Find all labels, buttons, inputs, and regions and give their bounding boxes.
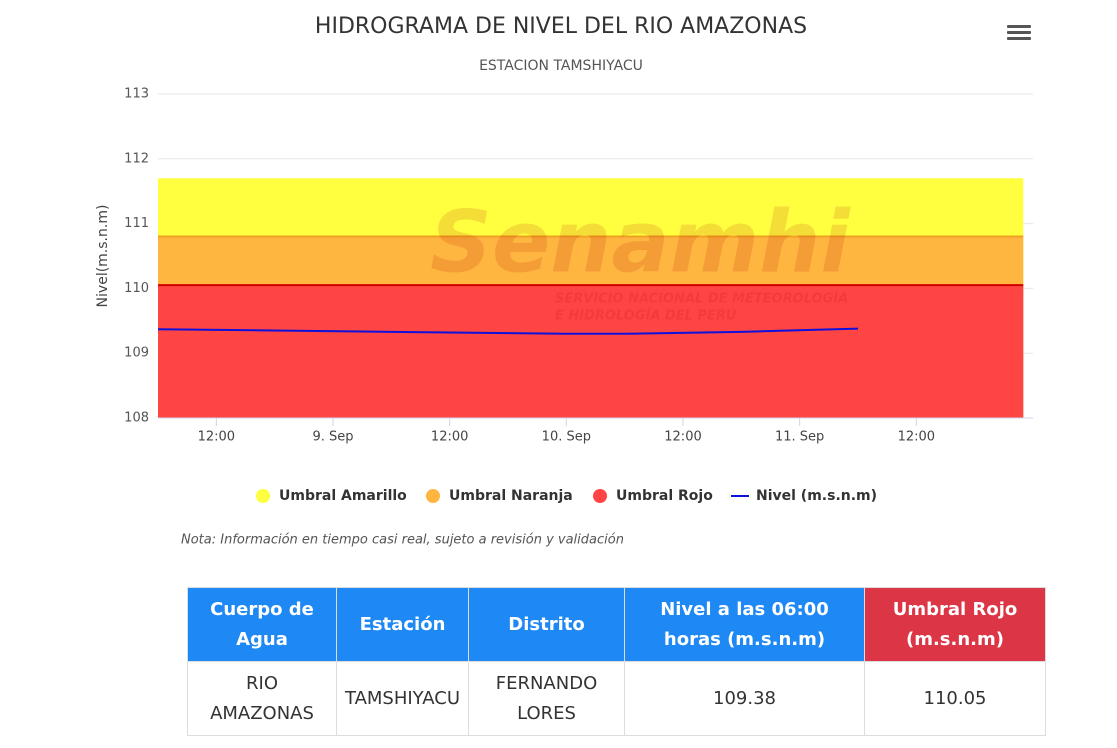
threshold-area: [158, 285, 1024, 418]
cell: 110.05: [864, 661, 1046, 736]
x-tick-label: 12:00: [431, 430, 468, 445]
legend-item[interactable]: Umbral Naranja: [426, 488, 573, 504]
legend-label: Umbral Naranja: [449, 488, 573, 504]
legend-item[interactable]: Umbral Rojo: [593, 488, 713, 504]
x-tick-label: 10. Sep: [542, 430, 591, 445]
chart-subtitle: ESTACION TAMSHIYACU: [479, 58, 643, 74]
x-tick-label: 12:00: [664, 430, 701, 445]
header-cell: Nivel a las 06:00 horas (m.s.n.m): [624, 587, 865, 662]
y-tick-label: 111: [124, 216, 149, 231]
y-tick-label: 112: [124, 151, 149, 166]
legend-label: Umbral Rojo: [616, 488, 713, 504]
header-cell: Estación: [336, 587, 469, 662]
x-tick-label: 12:00: [198, 430, 235, 445]
legend-label: Nivel (m.s.n.m): [756, 488, 877, 504]
header-cell: Distrito: [468, 587, 625, 662]
y-tick-label: 108: [124, 411, 149, 426]
chart-title: HIDROGRAMA DE NIVEL DEL RIO AMAZONAS: [315, 14, 807, 39]
chart: HIDROGRAMA DE NIVEL DEL RIO AMAZONAS EST…: [95, 14, 1033, 548]
watermark-name: Senamhi: [430, 192, 851, 292]
x-tick-label: 12:00: [898, 430, 935, 445]
data-table: Cuerpo de Agua Estación Distrito Nivel a…: [187, 587, 1046, 736]
legend-symbol: [256, 489, 270, 503]
watermark-line: SERVICIO NACIONAL DE METEOROLOGÍA: [555, 291, 848, 307]
legend-label: Umbral Amarillo: [279, 488, 407, 504]
cell: TAMSHIYACU: [336, 661, 469, 736]
cell: FERNANDO LORES: [468, 661, 625, 736]
legend-symbol: [426, 489, 440, 503]
y-tick-label: 109: [124, 346, 149, 361]
table-header: Cuerpo de Agua Estación Distrito Nivel a…: [187, 587, 1046, 662]
cell: 109.38: [624, 661, 865, 736]
legend-symbol: [593, 489, 607, 503]
y-axis-label: Nivel(m.s.n.m): [95, 205, 111, 308]
level-line: [157, 327, 859, 335]
cell: RIO AMAZONAS: [187, 661, 337, 736]
y-tick-label: 110: [124, 281, 149, 296]
header-cell: Cuerpo de Agua: [187, 587, 337, 662]
header-cell: Umbral Rojo (m.s.n.m): [864, 587, 1046, 662]
watermark-line: E HIDROLOGÍA DEL PERÚ: [555, 308, 737, 324]
table-row: RIO AMAZONAS TAMSHIYACU FERNANDO LORES 1…: [187, 661, 1046, 736]
x-tick-label: 11. Sep: [775, 430, 824, 445]
legend-item[interactable]: Umbral Amarillo: [256, 488, 407, 504]
legend-item[interactable]: Nivel (m.s.n.m): [731, 488, 877, 504]
note: Nota: Información en tiempo casi real, s…: [181, 533, 624, 548]
y-tick-label: 113: [124, 87, 149, 102]
x-tick-label: 9. Sep: [312, 430, 353, 445]
menu-button[interactable]: [1007, 22, 1031, 44]
